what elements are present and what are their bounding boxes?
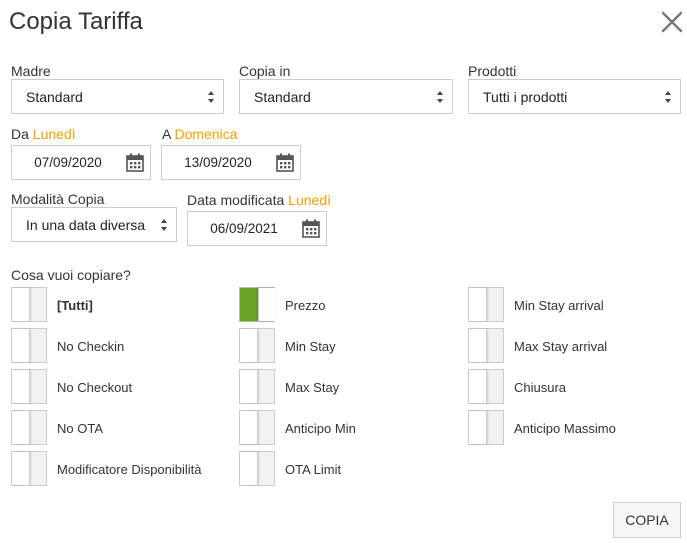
modalita-select[interactable]: In una data diversa — [11, 207, 177, 242]
option-label-max-stay-arrival: Max Stay arrival — [514, 339, 608, 354]
toggle-ota-limit[interactable] — [239, 451, 275, 486]
toggle-no-checkin[interactable] — [11, 328, 47, 363]
a-label-text: A — [162, 126, 171, 142]
madre-label: Madre — [11, 63, 51, 79]
madre-value: Standard — [26, 88, 83, 105]
option-label-anticipo-massimo: Anticipo Massimo — [514, 421, 616, 436]
option-label-prezzo: Prezzo — [285, 298, 326, 313]
toggle-modificatore-disponibilita[interactable] — [11, 451, 47, 486]
prodotti-value: Tutti i prodotti — [483, 88, 568, 105]
copia-in-label: Copia in — [239, 63, 291, 79]
a-label: A Domenica — [162, 126, 238, 142]
modalita-value: In una data diversa — [26, 216, 146, 233]
toggle-min-stay[interactable] — [239, 328, 275, 363]
da-day: Lunedì — [32, 126, 76, 142]
sort-arrows-icon — [665, 91, 671, 103]
option-label-max-stay: Max Stay — [285, 380, 340, 395]
sort-arrows-icon — [208, 91, 214, 103]
copia-in-select[interactable]: Standard — [239, 79, 453, 114]
calendar-icon[interactable] — [126, 153, 144, 172]
option-label-tutti: [Tutti] — [57, 298, 93, 313]
toggle-anticipo-massimo[interactable] — [468, 410, 504, 445]
option-label-ota-limit: OTA Limit — [285, 462, 342, 477]
toggle-no-ota[interactable] — [11, 410, 47, 445]
da-label-text: Da — [11, 126, 29, 142]
a-day: Domenica — [174, 126, 238, 142]
data-modificata-day: Lunedì — [288, 192, 331, 208]
a-date-field[interactable]: 13/09/2020 — [161, 145, 301, 180]
toggle-no-checkout[interactable] — [11, 369, 47, 404]
option-label-no-checkin: No Checkin — [57, 339, 125, 354]
option-label-modificatore-disponibilita: Modificatore Disponibilità — [57, 462, 202, 477]
option-label-min-stay: Min Stay — [285, 339, 336, 354]
prodotti-select[interactable]: Tutti i prodotti — [468, 79, 681, 114]
sort-arrows-icon — [161, 219, 167, 231]
da-date-field[interactable]: 07/09/2020 — [11, 145, 151, 180]
data-modificata-label: Data modificata Lunedì — [187, 192, 331, 208]
option-label-no-ota: No OTA — [57, 421, 103, 436]
calendar-icon[interactable] — [302, 219, 320, 238]
da-label: Da Lunedì — [11, 126, 76, 142]
copia-button[interactable]: COPIA — [613, 502, 681, 538]
data-modificata-label-text: Data modificata — [187, 192, 285, 208]
modalita-label: Modalità Copia — [11, 191, 105, 207]
da-date-value: 07/09/2020 — [34, 155, 102, 170]
close-icon[interactable] — [660, 10, 684, 34]
a-date-value: 13/09/2020 — [184, 155, 252, 170]
option-label-anticipo-min: Anticipo Min — [285, 421, 356, 436]
toggle-anticipo-min[interactable] — [239, 410, 275, 445]
calendar-icon[interactable] — [276, 153, 294, 172]
toggle-chiusura[interactable] — [468, 369, 504, 404]
sort-arrows-icon — [437, 91, 443, 103]
option-label-min-stay-arrival: Min Stay arrival — [514, 298, 604, 313]
prodotti-label: Prodotti — [468, 63, 517, 79]
toggle-min-stay-arrival[interactable] — [468, 287, 504, 322]
copy-question: Cosa vuoi copiare? — [11, 267, 131, 283]
toggle-prezzo[interactable] — [239, 287, 276, 322]
madre-select[interactable]: Standard — [11, 79, 224, 114]
toggle-tutti[interactable] — [11, 287, 47, 322]
data-modificata-field[interactable]: 06/09/2021 — [187, 211, 327, 246]
toggle-max-stay[interactable] — [239, 369, 275, 404]
copia-in-value: Standard — [254, 88, 311, 105]
dialog-title: Copia Tariffa — [9, 8, 143, 35]
data-modificata-value: 06/09/2021 — [210, 221, 278, 236]
option-label-no-checkout: No Checkout — [57, 380, 133, 395]
option-label-chiusura: Chiusura — [514, 380, 567, 395]
toggle-max-stay-arrival[interactable] — [468, 328, 504, 363]
